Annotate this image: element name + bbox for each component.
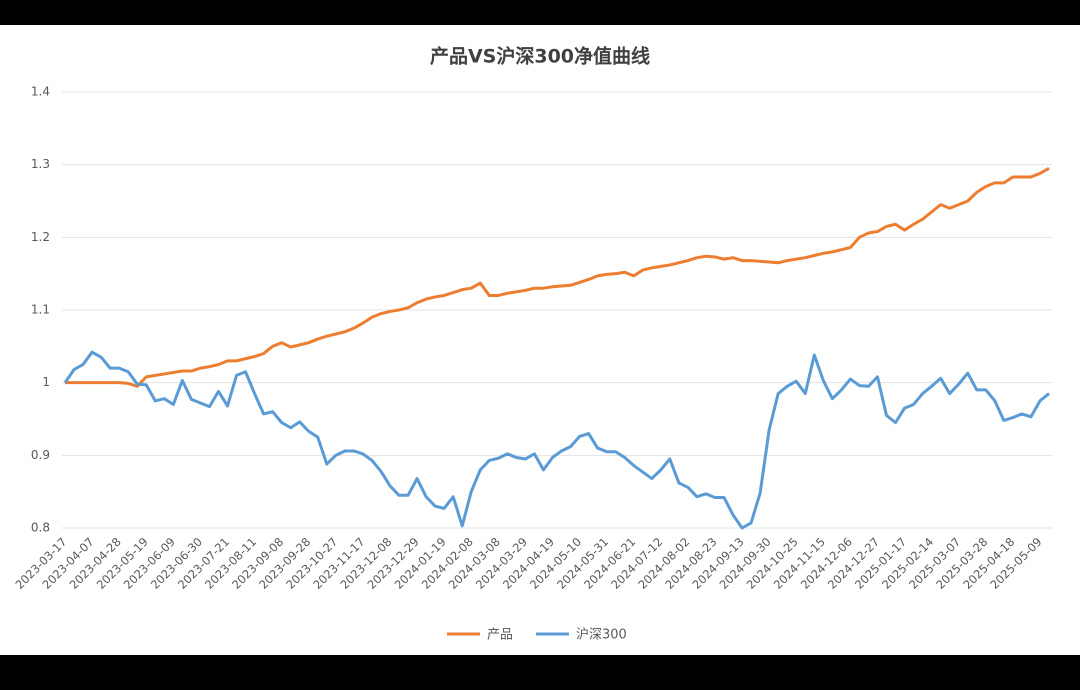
legend-label: 沪深300 bbox=[576, 627, 627, 643]
legend-label: 产品 bbox=[487, 628, 513, 643]
y-tick-label: 1.1 bbox=[31, 303, 50, 317]
y-tick-label: 1.4 bbox=[31, 85, 50, 99]
chart-background bbox=[0, 25, 1080, 655]
chart-title: 产品VS沪深300净值曲线 bbox=[430, 45, 650, 68]
y-tick-label: 0.9 bbox=[31, 448, 50, 462]
y-tick-label: 1.2 bbox=[31, 230, 50, 244]
y-tick-label: 1 bbox=[42, 375, 50, 389]
series-line bbox=[65, 166, 1050, 388]
y-tick-label: 0.8 bbox=[31, 521, 50, 535]
series-line bbox=[63, 350, 1050, 530]
y-tick-label: 1.3 bbox=[31, 157, 50, 171]
